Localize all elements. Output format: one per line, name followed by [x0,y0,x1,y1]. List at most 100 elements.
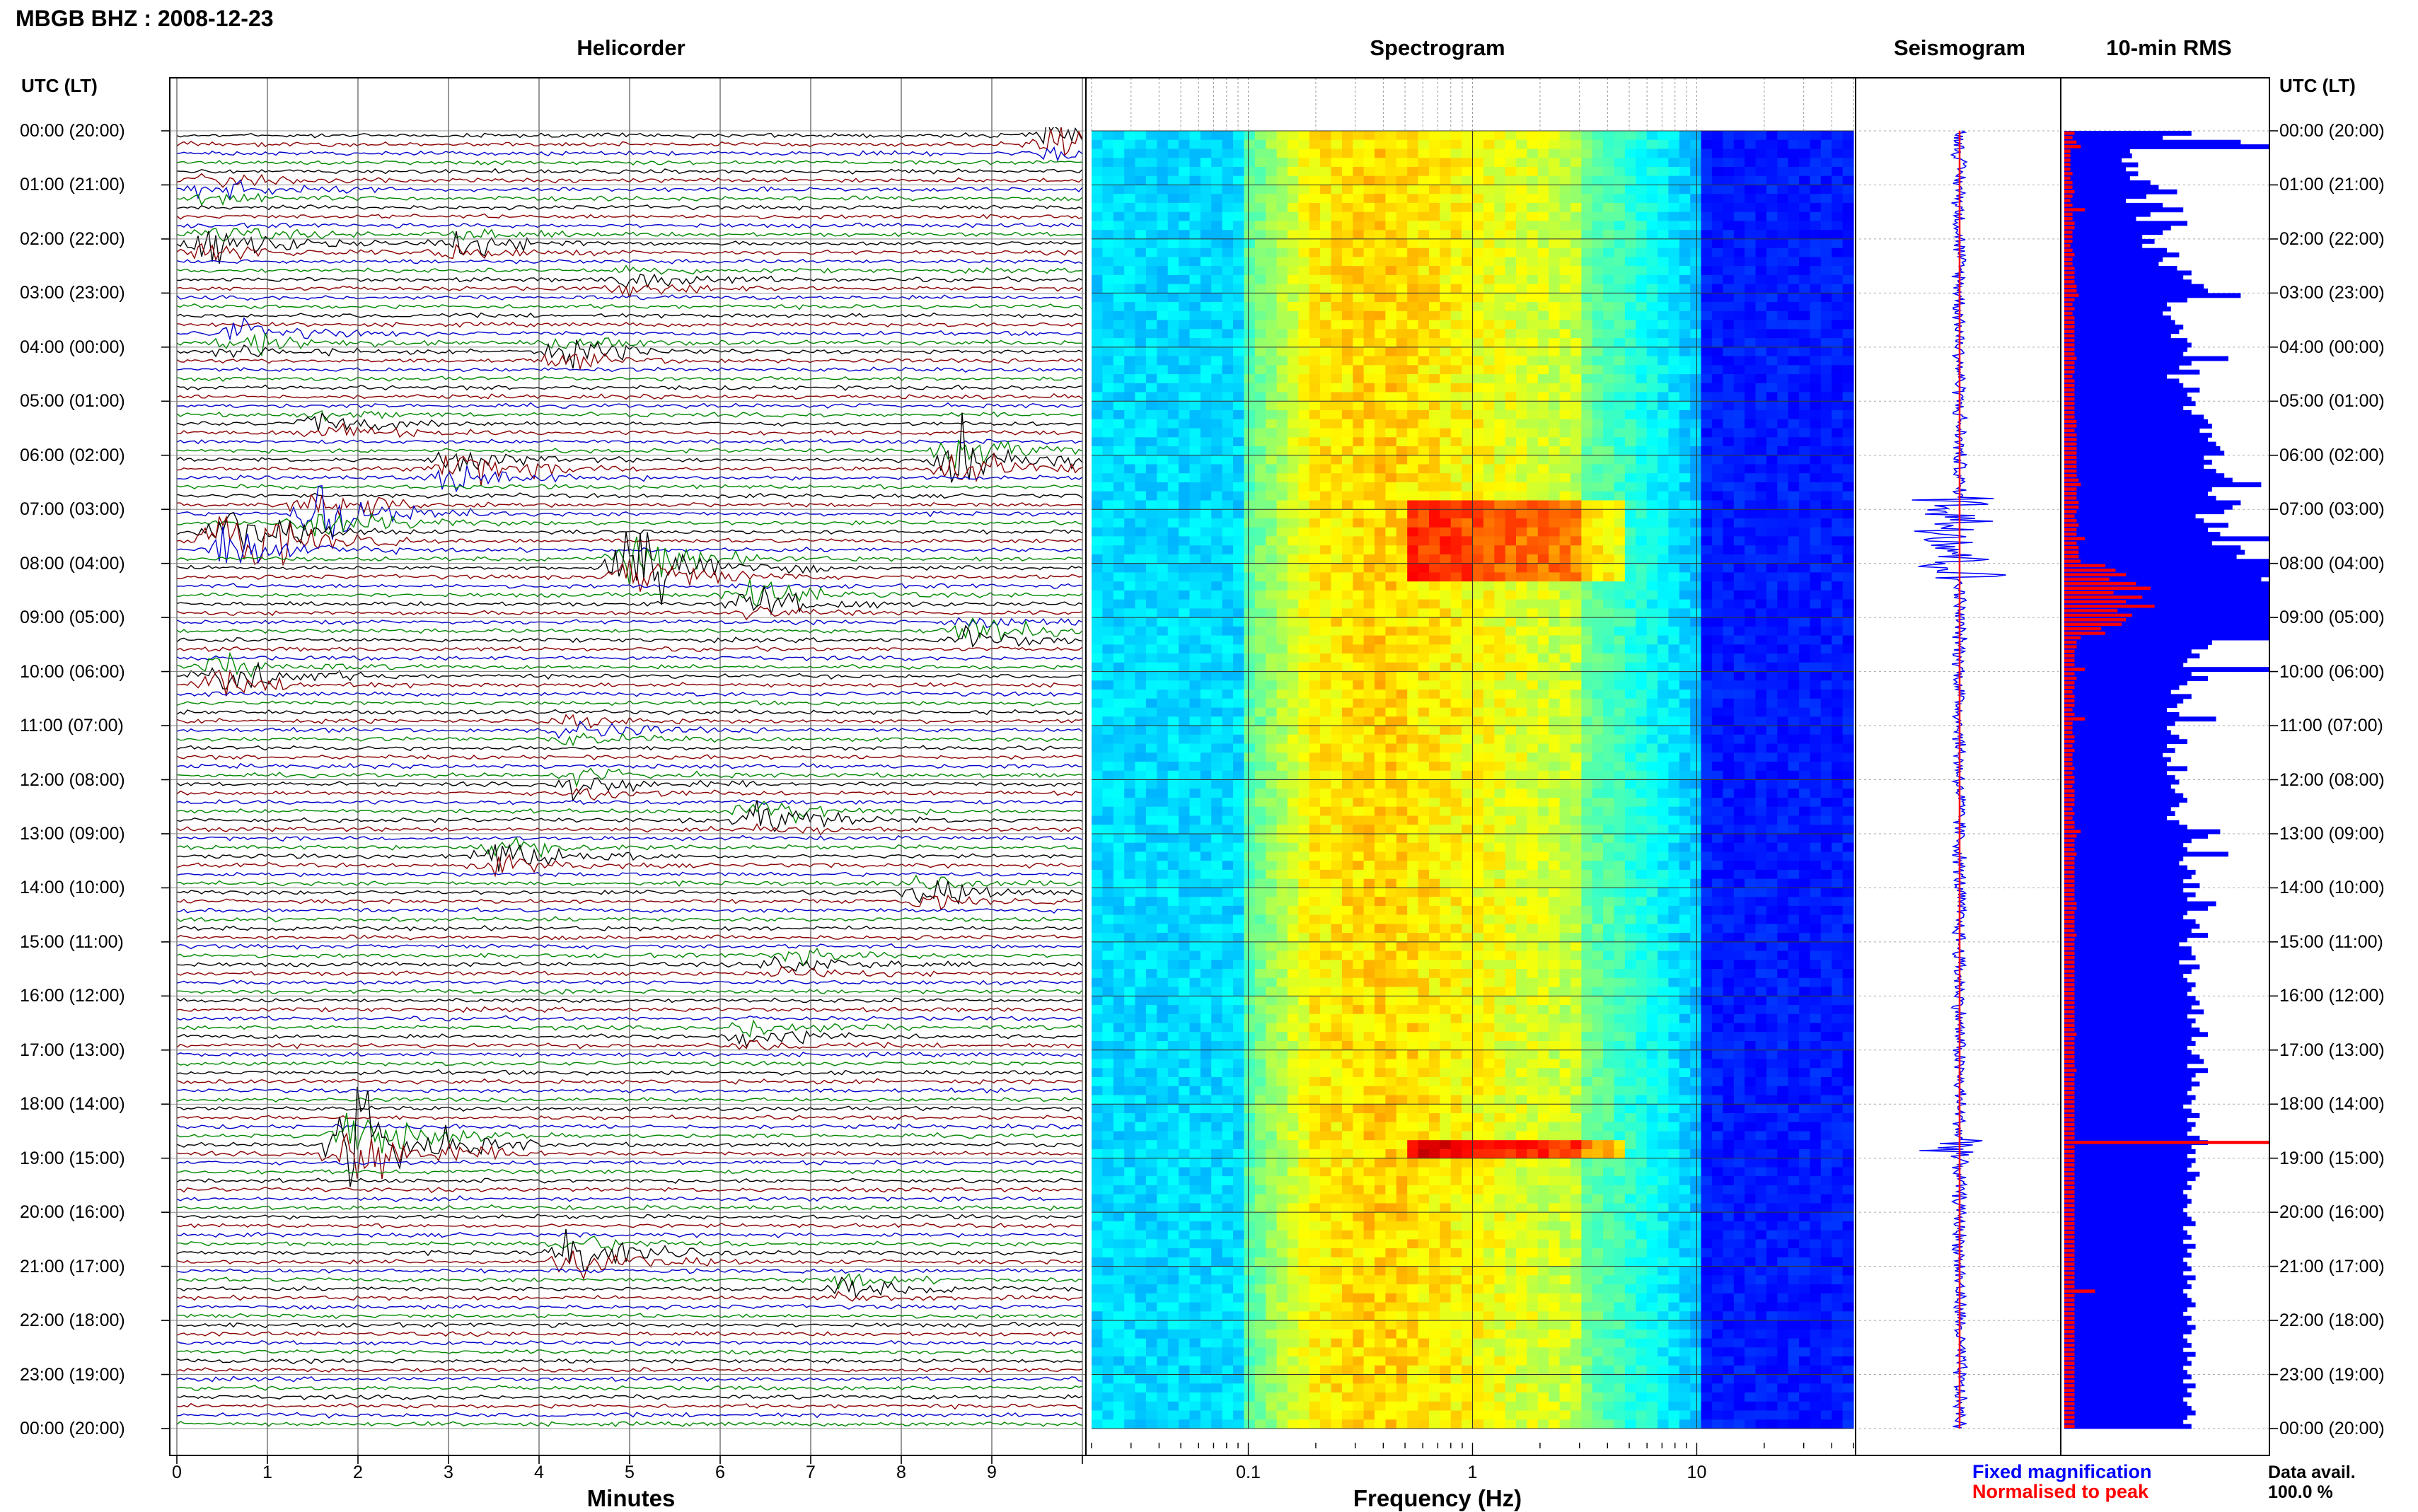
spectrogram-cell [1472,221,1484,231]
spectrogram-cell [1537,572,1549,582]
spectrogram-cell [1450,158,1462,168]
spectrogram-cell [1233,329,1244,339]
spectrogram-cell [1624,302,1636,312]
spectrogram-cell [1690,653,1702,663]
spectrogram-cell [1668,734,1680,745]
spectrogram-cell [1450,293,1462,303]
spectrogram-cell [1777,572,1789,582]
spectrogram-cell [1396,293,1408,303]
spectrogram-cell [1799,194,1811,204]
spectrogram-cell [1788,175,1800,185]
spectrogram-cell [1527,671,1539,681]
spectrogram-cell [1701,581,1713,591]
spectrogram-cell [1701,690,1713,699]
spectrogram-cell [1145,518,1157,528]
spectrogram-cell [1375,608,1386,618]
spectrogram-cell [1755,329,1767,339]
spectrogram-cell [1733,536,1745,546]
spectrogram-cell [1766,266,1778,276]
spectrogram-cell [1266,167,1278,177]
spectrogram-cell [1189,401,1201,411]
spectrogram-cell [1189,563,1201,573]
spectrogram-cell [1668,419,1680,429]
spectrogram-cell [1167,185,1179,194]
spectrogram-cell [1135,356,1147,366]
spectrogram-cell [1254,365,1266,375]
spectrogram-cell [1200,635,1212,645]
spectrogram-cell [1211,698,1223,709]
spectrogram-cell [1320,482,1332,492]
spectrogram-cell [1331,202,1343,213]
spectrogram-cell [1233,482,1244,492]
spectrogram-cell [1624,194,1636,204]
spectrogram-cell [1832,716,1844,726]
spectrogram-cell [1788,690,1800,699]
spectrogram-cell [1668,158,1680,168]
spectrogram-cell [1712,635,1723,645]
spectrogram-cell [1636,131,1648,141]
spectrogram-cell [1375,680,1386,690]
spectrogram-cell [1549,347,1561,357]
spectrogram-cell [1375,662,1386,673]
spectrogram-cell [1799,572,1811,582]
spectrogram-cell [1559,284,1571,293]
spectrogram-cell [1167,274,1179,285]
spectrogram-cell [1254,139,1266,149]
spectrogram-cell [1766,635,1778,645]
spectrogram-cell [1233,644,1244,654]
spectrogram-cell [1658,455,1670,465]
spectrogram-cell [1658,599,1670,609]
spectrogram-cell [1614,726,1626,735]
spectrogram-cell [1559,320,1571,330]
spectrogram-cell [1679,491,1691,501]
spectrogram-cell [1516,284,1527,293]
spectrogram-cell [1537,698,1549,709]
spectrogram-cell [1679,338,1691,348]
spectrogram-cell [1494,599,1506,609]
spectrogram-cell [1810,374,1822,384]
spectrogram-cell [1559,211,1571,221]
spectrogram-cell [1462,302,1474,312]
spectrogram-cell [1124,221,1136,231]
spectrogram-cell [1222,572,1234,582]
spectrogram-cell [1320,464,1332,474]
spectrogram-cell [1407,248,1419,257]
spectrogram-cell [1407,383,1419,393]
spectrogram-cell [1799,211,1811,221]
spectrogram-cell [1396,698,1408,709]
spectrogram-cell [1658,527,1670,537]
spectrogram-cell [1733,374,1745,384]
spectrogram-cell [1113,185,1125,194]
spectrogram-cell [1549,211,1561,221]
spectrogram-cell [1189,473,1201,483]
spectrogram-cell [1145,644,1157,654]
spectrogram-cell [1124,527,1136,537]
spectrogram-cell [1527,662,1539,673]
spectrogram-cell [1407,680,1419,690]
spectrogram-cell [1211,599,1223,609]
spectrogram-cell [1233,401,1244,411]
spectrogram-cell [1353,139,1365,149]
spectrogram-cell [1733,266,1745,276]
spectrogram-cell [1233,374,1244,384]
spectrogram-cell [1200,374,1212,384]
spectrogram-cell [1799,338,1811,348]
spectrogram-cell [1233,410,1244,420]
spectrogram-cell [1516,302,1527,312]
spectrogram-cell [1320,347,1332,357]
spectrogram-cell [1276,266,1288,276]
spectrogram-cell [1505,401,1517,411]
spectrogram-cell [1244,626,1256,636]
spectrogram-cell [1483,644,1495,654]
spectrogram-cell [1450,257,1462,267]
spectrogram-cell [1179,158,1191,168]
spectrogram-cell [1723,437,1735,447]
spectrogram-cell [1516,518,1527,528]
spectrogram-cell [1309,392,1321,402]
spectrogram-cell [1733,509,1745,519]
spectrogram-cell [1254,347,1266,357]
spectrogram-cell [1505,635,1517,645]
spectrogram-cell [1559,698,1571,709]
spectrogram-cell [1624,175,1636,185]
spectrogram-cell [1179,455,1191,465]
